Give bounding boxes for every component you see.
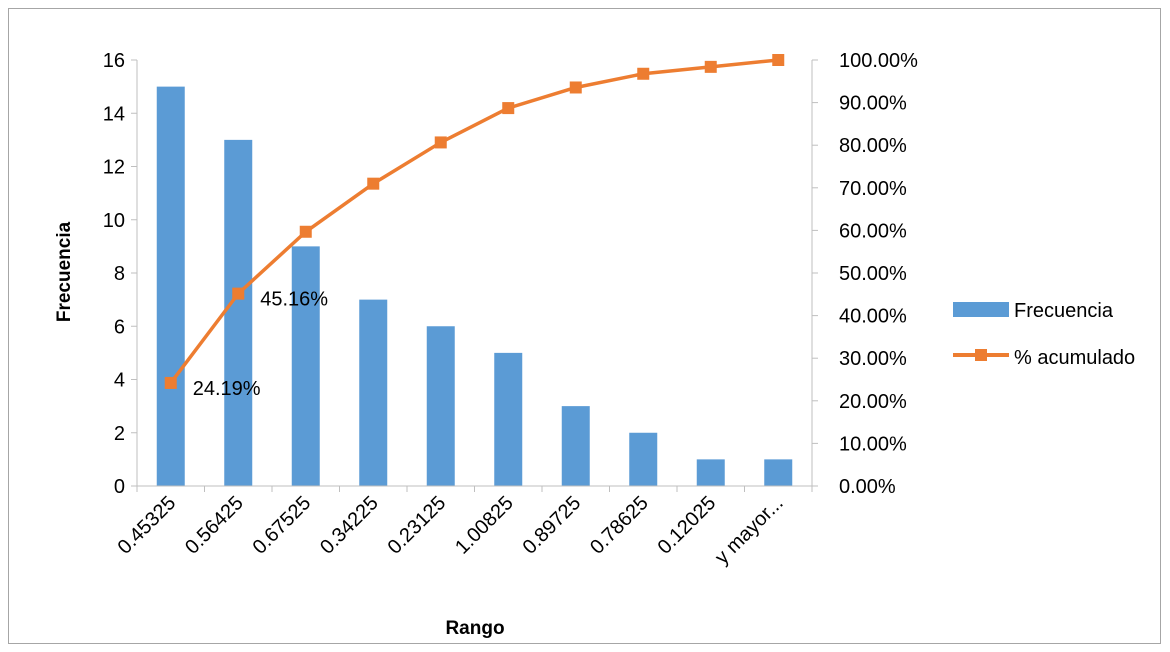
x-tick-label: 0.12025 <box>654 492 721 559</box>
line-marker-3 <box>299 225 312 238</box>
line-layer <box>164 54 785 389</box>
legend-swatch-frecuencia <box>953 302 1009 317</box>
x-axis-title: Rango <box>445 618 504 639</box>
y2-tick-label: 10.00% <box>839 433 907 455</box>
bar-9 <box>696 459 725 486</box>
x-tick-label: 0.56425 <box>181 492 248 559</box>
y-tick-label: 16 <box>103 50 125 72</box>
bar-8 <box>629 432 658 486</box>
bar-10 <box>764 459 793 486</box>
x-tick-label: 0.34225 <box>316 492 383 559</box>
chart-frame <box>8 8 1161 644</box>
y2-tick-label: 20.00% <box>839 391 907 413</box>
x-tick-label: 0.45325 <box>114 492 181 559</box>
bar-1 <box>156 86 185 486</box>
bar-7 <box>561 406 590 486</box>
data-label-1: 24.19% <box>193 378 261 400</box>
legend-label-acumulado: % acumulado <box>1014 347 1135 369</box>
line-marker-9 <box>704 60 717 73</box>
bars-layer <box>156 86 793 486</box>
x-tick-label: 0.78625 <box>586 492 653 559</box>
line-marker-4 <box>367 177 380 190</box>
bar-6 <box>494 352 523 486</box>
bar-4 <box>359 299 388 486</box>
y2-tick-label: 50.00% <box>839 263 907 285</box>
legend: Frecuencia % acumulado <box>953 300 1135 369</box>
line-marker-7 <box>569 81 582 94</box>
y2-tick-label: 90.00% <box>839 93 907 115</box>
bar-3 <box>291 246 320 486</box>
y2-tick-label: 30.00% <box>839 348 907 370</box>
y-tick-label: 4 <box>114 370 125 392</box>
data-label-2: 45.16% <box>260 289 328 311</box>
y-tick-label: 10 <box>103 210 125 232</box>
y2-tick-label: 80.00% <box>839 135 907 157</box>
y2-tick-label: 60.00% <box>839 220 907 242</box>
line-marker-5 <box>434 136 447 149</box>
legend-marker-acumulado <box>975 349 987 361</box>
cumulative-line <box>169 58 779 385</box>
line-marker-1 <box>164 376 177 389</box>
labels-layer: 24.19% 45.16% <box>193 289 329 400</box>
y2-tick-label: 40.00% <box>839 306 907 328</box>
y-tick-label: 6 <box>114 316 125 338</box>
x-tick-label: 1.00825 <box>451 492 518 559</box>
line-marker-2 <box>232 287 245 300</box>
bar-5 <box>426 326 455 486</box>
y-axis-title: Frecuencia <box>54 221 75 322</box>
x-tick-label: 0.67525 <box>249 492 316 559</box>
y2-tick-label: 0.00% <box>839 476 896 498</box>
line-marker-6 <box>502 102 515 115</box>
y-tick-label: 0 <box>114 476 125 498</box>
y2-tick-label: 70.00% <box>839 178 907 200</box>
x-tick-label: 0.23125 <box>384 492 451 559</box>
y-tick-label: 12 <box>103 157 125 179</box>
line-marker-10 <box>772 54 785 66</box>
x-tick-label: y mayor... <box>711 492 788 569</box>
y2-tick-label: 100.00% <box>839 50 918 72</box>
y-tick-label: 14 <box>103 103 125 125</box>
y-tick-label: 2 <box>114 423 125 445</box>
legend-label-frecuencia: Frecuencia <box>1014 300 1114 322</box>
line-marker-8 <box>637 67 650 80</box>
x-tick-label: 0.89725 <box>519 492 586 559</box>
y-tick-label: 8 <box>114 263 125 285</box>
bar-2 <box>224 139 253 486</box>
